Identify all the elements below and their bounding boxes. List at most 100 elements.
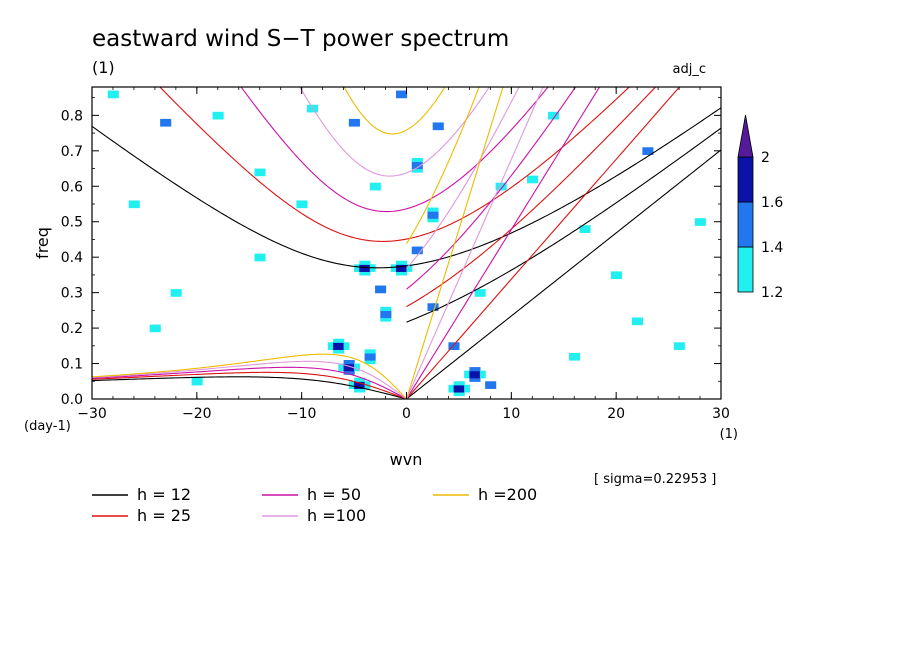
heatmap-cell: [154, 328, 161, 333]
heatmap-cell: [437, 126, 444, 131]
heatmap-cell: [694, 218, 701, 223]
heatmap-cell: [474, 377, 481, 382]
heatmap-cell: [479, 289, 486, 294]
heatmap-cell: [259, 257, 266, 262]
heatmap-cell: [548, 111, 554, 116]
y-axis-label: freq: [33, 227, 52, 259]
heatmap-cell: [416, 165, 423, 170]
dispersion-curves: [92, 87, 721, 399]
dispersion-curve-100-2: [405, 87, 544, 399]
heatmap-cell: [259, 168, 266, 173]
colorbar-segment: [737, 246, 754, 293]
heatmap-cell: [437, 122, 444, 127]
heatmap-cell: [453, 381, 460, 386]
heatmap-cell: [359, 267, 366, 272]
heatmap-cell: [469, 374, 476, 379]
heatmap-cell: [401, 271, 408, 276]
heatmap-cell: [464, 370, 470, 375]
heatmap-cell: [411, 246, 418, 251]
heatmap-cell: [679, 345, 685, 350]
heatmap-cell: [338, 349, 345, 354]
heatmap-cell: [354, 381, 360, 386]
heatmap-cell: [375, 182, 381, 187]
heatmap-cell: [359, 384, 366, 389]
heatmap-cell: [411, 157, 418, 163]
heatmap-cell: [474, 292, 481, 297]
heatmap-cell: [380, 310, 387, 315]
heatmap-cell: [579, 225, 586, 230]
heatmap-cell: [406, 267, 413, 272]
heatmap-cell: [354, 118, 360, 124]
heatmap-cell: [306, 104, 313, 109]
legend-label-200: h =200: [478, 485, 537, 504]
heatmap-cell: [380, 285, 387, 290]
heatmap-cell: [254, 253, 261, 258]
colorbar-extend-triangle: [737, 114, 754, 158]
heatmap-cell: [584, 225, 591, 230]
heatmap-cell: [191, 381, 198, 386]
heatmap-cell: [369, 267, 376, 272]
dispersion-curve-100-1: [406, 87, 520, 269]
dispersion-curve-25-1: [406, 87, 657, 308]
axis-ticks: −30 −20 −10 0 10 20 30 0.0 0.1 0.2 0.3 0.4 0.5 0.6 0.7…: [61, 87, 730, 422]
heatmap-cell: [416, 168, 423, 173]
colorbar-label: 2: [761, 150, 770, 166]
heatmap-cell: [396, 260, 402, 265]
heatmap-cell: [160, 118, 166, 124]
chart-subtitle-right: adj_c: [673, 62, 706, 77]
heatmap-cell: [673, 345, 680, 350]
heatmap-cell: [464, 388, 470, 393]
heatmap-cell: [469, 377, 476, 382]
heatmap-cell: [416, 157, 423, 163]
heatmap-cell: [306, 108, 313, 113]
heatmap-cell: [149, 328, 156, 333]
heatmap-cell: [354, 388, 360, 393]
heatmap-cell: [553, 115, 560, 120]
dispersion-curve-50-2: [406, 87, 601, 399]
heatmap-cell: [354, 122, 360, 127]
heatmap-cell: [616, 271, 623, 276]
heatmap-cell: [348, 370, 355, 375]
heatmap-cell: [149, 324, 156, 329]
heatmap-cell: [364, 264, 371, 269]
x-tick-label: −30: [77, 406, 107, 422]
heatmap-cell: [490, 384, 497, 389]
colorbar-segment: [737, 201, 754, 248]
dispersion-curve-12-1: [406, 127, 721, 323]
heatmap-cell: [107, 94, 114, 99]
heatmap-cell: [474, 289, 481, 294]
heatmap-cell: [432, 218, 439, 223]
x-axis-label: wvn: [390, 450, 423, 469]
colorbar-label: 1.2: [761, 285, 783, 301]
heatmap-cell: [616, 274, 623, 280]
heatmap-cell: [165, 122, 172, 127]
heatmap-cell: [574, 352, 581, 358]
x-tick-label: 10: [502, 406, 520, 422]
heatmap-cell: [427, 214, 434, 219]
heatmap-cell: [390, 267, 397, 272]
dispersion-curve-50-1: [406, 87, 577, 290]
heatmap-cell: [338, 367, 345, 372]
heatmap-cell: [369, 352, 376, 358]
heatmap-cell: [647, 150, 654, 155]
heatmap-cell: [673, 342, 680, 347]
heatmap-cell: [327, 345, 334, 350]
heatmap-cell: [359, 264, 366, 269]
heatmap-cell: [637, 317, 643, 322]
heatmap-cell: [448, 388, 455, 393]
heatmap-cell: [128, 200, 135, 205]
heatmap-cell: [364, 352, 371, 358]
heatmap-cell: [469, 370, 476, 375]
heatmap-cell: [112, 90, 119, 95]
heatmap-cell: [369, 360, 376, 365]
heatmap-cell: [364, 260, 371, 265]
heatmap-cell: [527, 179, 533, 184]
colorbar-label: 1.6: [761, 195, 783, 211]
heatmap-cell: [448, 384, 455, 389]
x-tick-label: 20: [607, 406, 625, 422]
heatmap-cell: [474, 374, 481, 379]
heatmap-cell: [259, 253, 266, 258]
heatmap-cell: [631, 321, 638, 326]
heatmap-cell: [401, 90, 408, 95]
heatmap-cell: [343, 345, 350, 350]
